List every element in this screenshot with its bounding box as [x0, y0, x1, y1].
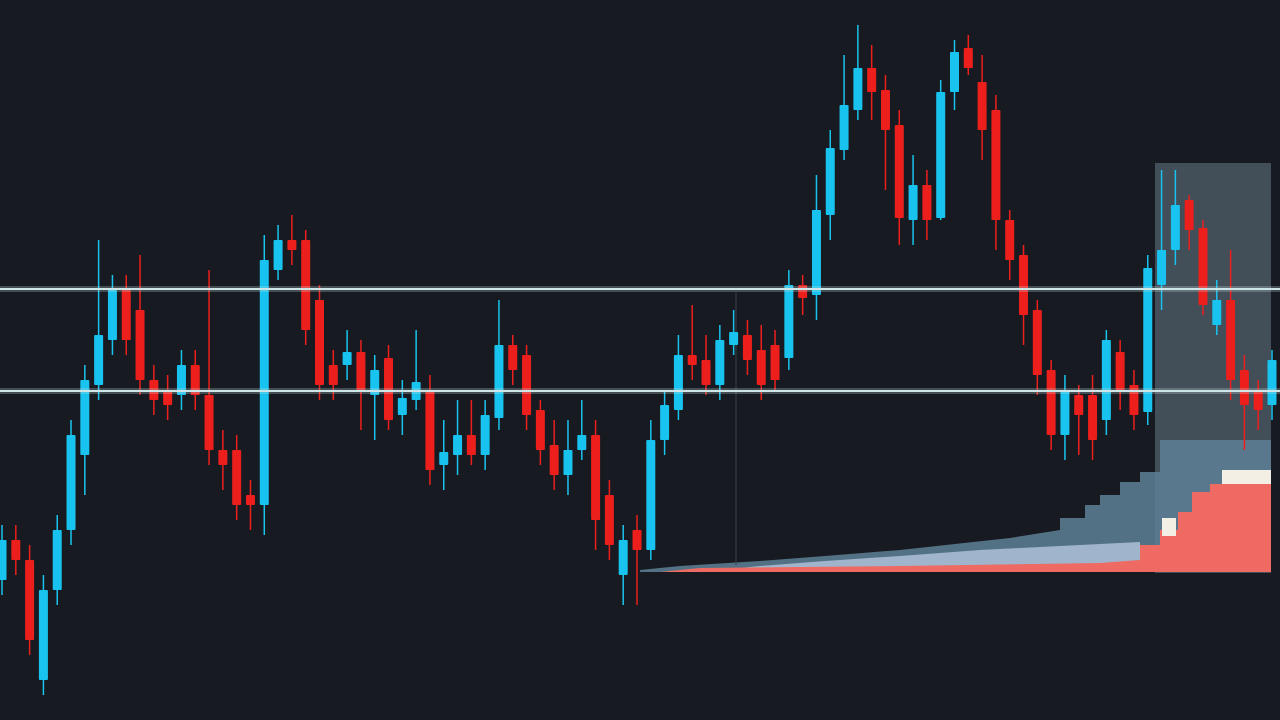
candle-body: [1005, 220, 1015, 260]
candle-body: [370, 370, 380, 395]
candle-body: [687, 355, 697, 365]
candle-body: [1115, 352, 1125, 390]
candle-body: [328, 365, 338, 385]
candle-body: [1184, 200, 1194, 230]
profile-poc: [1222, 470, 1271, 484]
candle-body: [770, 345, 780, 380]
candle-body: [384, 358, 394, 420]
candle-body: [453, 435, 463, 455]
candle-body: [287, 240, 297, 250]
candle-body: [549, 445, 559, 475]
candle-body: [701, 360, 711, 385]
candle-body: [673, 355, 683, 410]
candle-body: [245, 495, 255, 505]
candle-body: [825, 148, 835, 215]
candle-body: [342, 352, 352, 365]
candle-body: [715, 340, 725, 385]
candle-body: [356, 352, 366, 390]
candle-body: [232, 450, 242, 505]
candle-body: [107, 290, 117, 340]
candle-body: [894, 125, 904, 218]
candle-body: [1060, 390, 1070, 435]
candle-body: [135, 310, 145, 380]
candle-body: [1170, 205, 1180, 250]
candle-body: [591, 435, 601, 520]
candle-body: [1157, 250, 1167, 285]
candle-body: [480, 415, 490, 455]
volume-profile-total: [640, 440, 1271, 572]
candle-body: [1143, 268, 1153, 412]
candle-body: [11, 540, 21, 560]
candle-body: [535, 410, 545, 450]
candle-body: [190, 365, 200, 395]
candle-body: [729, 332, 739, 345]
candle-body: [1226, 300, 1236, 380]
candle-body: [94, 335, 104, 385]
candle-body: [1074, 395, 1084, 415]
candle-body: [839, 105, 849, 150]
candle-body: [908, 185, 918, 220]
candle-body: [25, 560, 35, 640]
candle-body: [466, 435, 476, 455]
candle-body: [0, 540, 7, 580]
candle-body: [1129, 385, 1139, 415]
candle-body: [853, 68, 863, 110]
candle-body: [867, 68, 877, 92]
candle-body: [38, 590, 48, 680]
candle-body: [301, 240, 311, 330]
candle-body: [52, 530, 62, 590]
candle-body: [1101, 340, 1111, 420]
candle-body: [1088, 395, 1098, 440]
candle-body: [963, 48, 973, 68]
candle-body: [811, 210, 821, 295]
candle-body: [563, 450, 573, 475]
candle-body: [756, 350, 766, 385]
candle-body: [425, 390, 435, 470]
candle-body: [273, 240, 283, 270]
profile-node: [1162, 518, 1176, 536]
candle-body: [1032, 310, 1042, 375]
candle-body: [922, 185, 932, 220]
candle-body: [522, 355, 532, 415]
candle-body: [1253, 390, 1263, 410]
candle-body: [991, 110, 1001, 220]
candle-body: [1019, 255, 1029, 315]
candle-body: [784, 285, 794, 358]
candle-body: [977, 82, 987, 130]
candle-body: [315, 300, 324, 385]
candle-body: [1046, 370, 1056, 435]
candle-body: [80, 380, 90, 455]
candle-body: [577, 435, 587, 450]
candle-body: [1239, 370, 1249, 405]
candle-body: [1198, 228, 1208, 305]
candle-body: [66, 435, 76, 530]
candle-body: [660, 405, 670, 440]
candle-body: [646, 440, 656, 550]
candle-body: [936, 92, 946, 218]
candle-body: [439, 452, 449, 465]
candle-body: [494, 345, 504, 418]
candle-body: [397, 398, 407, 415]
volume-profile-sell: [660, 484, 1271, 572]
candle-body: [604, 495, 614, 545]
candle-body: [163, 390, 173, 405]
candle-body: [632, 530, 642, 550]
candle-body: [1267, 360, 1277, 405]
candle-body: [508, 345, 518, 370]
candle-body: [880, 90, 890, 130]
candle-body: [742, 335, 752, 360]
candle-body: [204, 395, 214, 450]
decor: [640, 163, 1271, 573]
candle-body: [1212, 300, 1222, 325]
candle-body: [176, 365, 186, 395]
candle-body: [259, 260, 269, 505]
candle-body: [121, 290, 131, 340]
candle-body: [618, 540, 628, 575]
candle-body: [218, 450, 228, 465]
candle-body: [950, 52, 959, 92]
